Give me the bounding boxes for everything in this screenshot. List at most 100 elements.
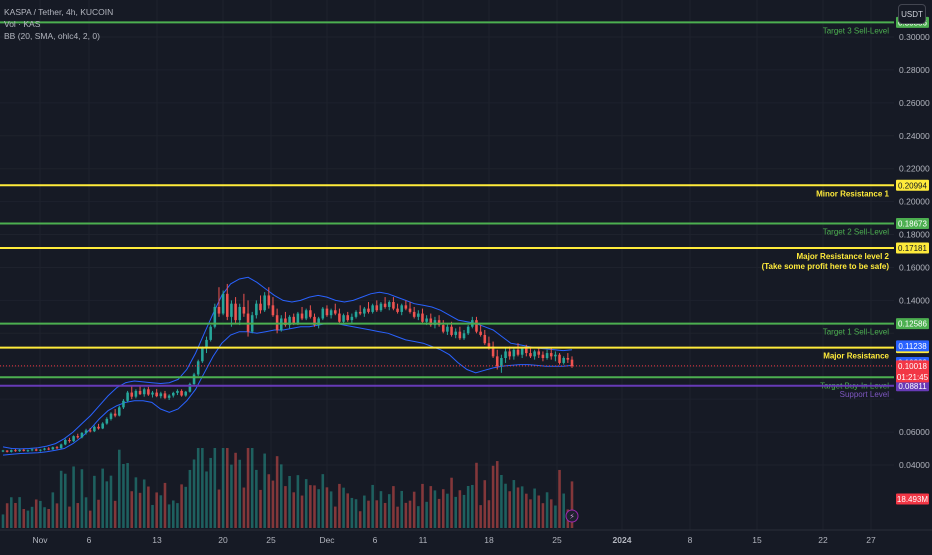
candle-body: [491, 346, 495, 357]
volume-bar: [433, 490, 437, 528]
candle-body: [192, 374, 196, 385]
bollinger-upper-band: [2, 276, 573, 450]
candle-body: [541, 354, 545, 358]
volume-bar: [363, 495, 366, 528]
volume-bar: [93, 475, 96, 528]
volume-bar: [396, 506, 399, 528]
volume-bar: [342, 487, 345, 528]
candle-body: [105, 418, 109, 424]
level-price-badge: 0.17181: [896, 242, 929, 254]
volume-bar: [201, 448, 204, 528]
candle-body: [292, 316, 296, 324]
symbol-title[interactable]: KASPA / Tether, 4h, KUCOIN: [4, 7, 114, 17]
volume-bar: [541, 503, 545, 528]
currency-button[interactable]: USDT: [898, 4, 926, 24]
candle-body: [271, 305, 275, 316]
candle-body: [529, 353, 532, 357]
candle-body: [88, 430, 92, 432]
volume-bar: [51, 492, 55, 528]
level-price-badge-text: 0.12586: [898, 320, 927, 329]
volume-bar: [76, 503, 80, 528]
volume-bar: [188, 469, 192, 528]
time-tick-label: 27: [866, 535, 876, 545]
current-price-badge-bg: [896, 360, 929, 383]
volume-bar: [130, 491, 134, 528]
volume-bar: [333, 506, 337, 528]
candle-body: [549, 353, 553, 357]
volume-bar: [321, 474, 325, 528]
candle-body: [437, 320, 441, 326]
level-price-badge: 0.20994: [896, 179, 929, 191]
candle-body: [421, 313, 424, 322]
volume-bar: [387, 494, 391, 528]
volume-bar: [549, 499, 553, 528]
volume-indicator-label[interactable]: Vol · KAS: [4, 19, 41, 29]
volume-bar: [408, 500, 412, 528]
candle-body: [317, 318, 320, 326]
candle-body: [379, 303, 383, 311]
volume-bar: [84, 497, 88, 528]
volume-bar: [275, 456, 279, 528]
volume-bar: [400, 490, 404, 528]
bollinger-lower-band: [2, 322, 573, 456]
grid-lines: [0, 0, 894, 530]
candle-body: [300, 313, 304, 319]
candle-body: [425, 318, 428, 322]
time-tick-label: 25: [266, 535, 276, 545]
candle-body: [537, 351, 541, 355]
candle-body: [217, 306, 221, 314]
candle-body: [554, 354, 557, 357]
candle-body: [93, 426, 96, 432]
candle-body: [180, 390, 183, 396]
volume-bar: [213, 448, 217, 528]
volume-bar: [267, 474, 271, 528]
volume-bar: [101, 468, 104, 528]
time-tick-label: 6: [87, 535, 92, 545]
volume-bar: [263, 453, 266, 528]
volume-bar: [230, 464, 233, 528]
volume-bar: [529, 499, 532, 528]
volume-bar: [159, 495, 163, 528]
candle-body: [387, 302, 391, 307]
price-tick-label: 0.26000: [899, 98, 930, 108]
candle-body: [221, 293, 225, 314]
volume-bar: [105, 481, 109, 528]
candle-body: [284, 318, 287, 326]
volume-bar: [288, 476, 291, 528]
volume-bar: [346, 493, 350, 528]
candle-body: [396, 308, 399, 312]
candle-body: [520, 348, 524, 355]
candle-body: [163, 393, 167, 398]
volume-bar: [180, 484, 183, 528]
candle-body: [196, 361, 200, 375]
level-price-badge: 0.12586: [896, 318, 929, 330]
candle-body: [142, 389, 146, 395]
volume-bar: [47, 509, 50, 528]
volume-bar: [88, 510, 92, 528]
volume-bars: [1, 448, 574, 528]
candle-body: [354, 311, 358, 317]
volume-bar: [138, 492, 142, 528]
volume-bar: [292, 492, 296, 528]
level-label: Major Resistance level 2: [797, 252, 890, 261]
level-price-badge: 0.08811: [896, 380, 929, 392]
candle-body: [429, 318, 433, 326]
candle-body: [167, 395, 171, 398]
volume-bar: [134, 477, 138, 528]
volume-bar: [5, 503, 9, 528]
candle-body: [525, 348, 528, 354]
volume-bar: [325, 487, 329, 528]
volume-bar: [14, 502, 17, 528]
time-tick-label: Nov: [32, 535, 48, 545]
candle-body: [122, 400, 125, 408]
bollinger-indicator-label[interactable]: BB (20, SMA, ohlc4, 2, 0): [4, 31, 100, 41]
volume-bar: [379, 491, 383, 528]
volume-bar: [437, 498, 441, 528]
indicator-price-badge-bg: [896, 340, 929, 352]
time-tick-label: 18: [484, 535, 494, 545]
volume-bar: [458, 490, 462, 528]
candle-body: [545, 353, 549, 358]
candle-body: [10, 450, 13, 452]
